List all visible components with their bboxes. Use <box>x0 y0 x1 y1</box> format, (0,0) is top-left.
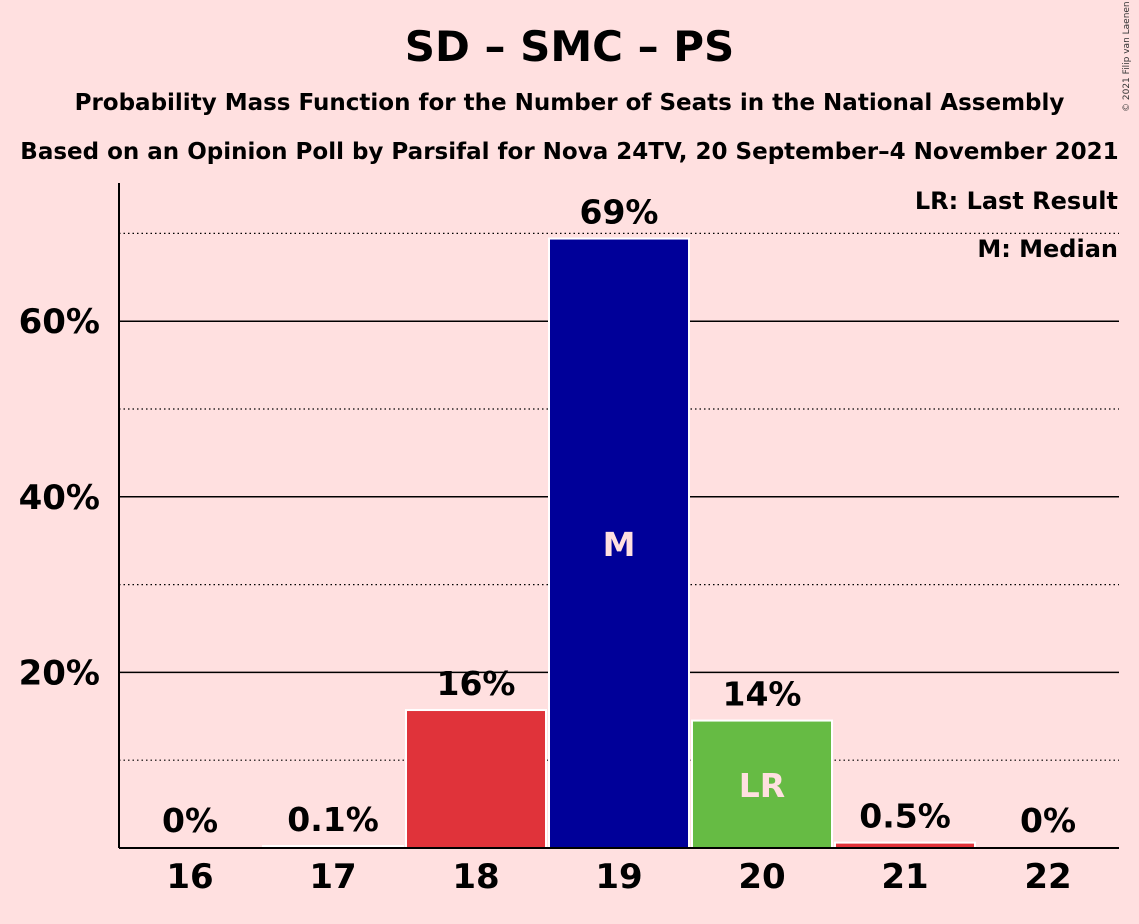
bar-mark-label: M <box>603 525 636 564</box>
y-tick-label: 20% <box>19 653 100 693</box>
y-tick-label: 40% <box>19 478 100 518</box>
chart-source-line: Based on an Opinion Poll by Parsifal for… <box>20 139 1119 165</box>
x-tick-label: 19 <box>595 857 642 897</box>
value-labels: 0% 0.1% 16% 69% M 14% LR 0.5% 0% <box>162 193 1076 840</box>
value-label: 69% <box>580 193 659 232</box>
value-label: 16% <box>437 664 516 703</box>
bar-mark-label: LR <box>739 766 785 805</box>
bar-outline <box>262 845 404 848</box>
x-tick-label: 22 <box>1024 857 1071 897</box>
value-label: 0% <box>162 801 218 840</box>
x-tick-label: 16 <box>166 857 213 897</box>
bar <box>407 711 545 848</box>
x-tick-label: 21 <box>881 857 928 897</box>
bar <box>550 239 688 848</box>
x-tick-label: 18 <box>452 857 499 897</box>
x-tick-label: 20 <box>738 857 785 897</box>
x-tick-label: 17 <box>309 857 356 897</box>
bar <box>836 843 974 848</box>
y-tick-label: 60% <box>19 302 100 342</box>
bar <box>693 721 831 848</box>
value-label: 0.5% <box>859 797 951 836</box>
y-tick-labels: 20% 40% 60% <box>19 302 100 693</box>
bars <box>262 237 976 848</box>
legend-median: M: Median <box>977 235 1118 263</box>
x-tick-labels: 16 17 18 19 20 21 22 <box>166 857 1071 897</box>
chart-subtitle: Probability Mass Function for the Number… <box>74 90 1065 116</box>
chart-title: SD – SMC – PS <box>404 22 735 71</box>
value-label: 14% <box>723 675 802 714</box>
value-label: 0% <box>1020 801 1076 840</box>
legend-last-result: LR: Last Result <box>915 187 1118 215</box>
value-label: 0.1% <box>287 800 379 839</box>
